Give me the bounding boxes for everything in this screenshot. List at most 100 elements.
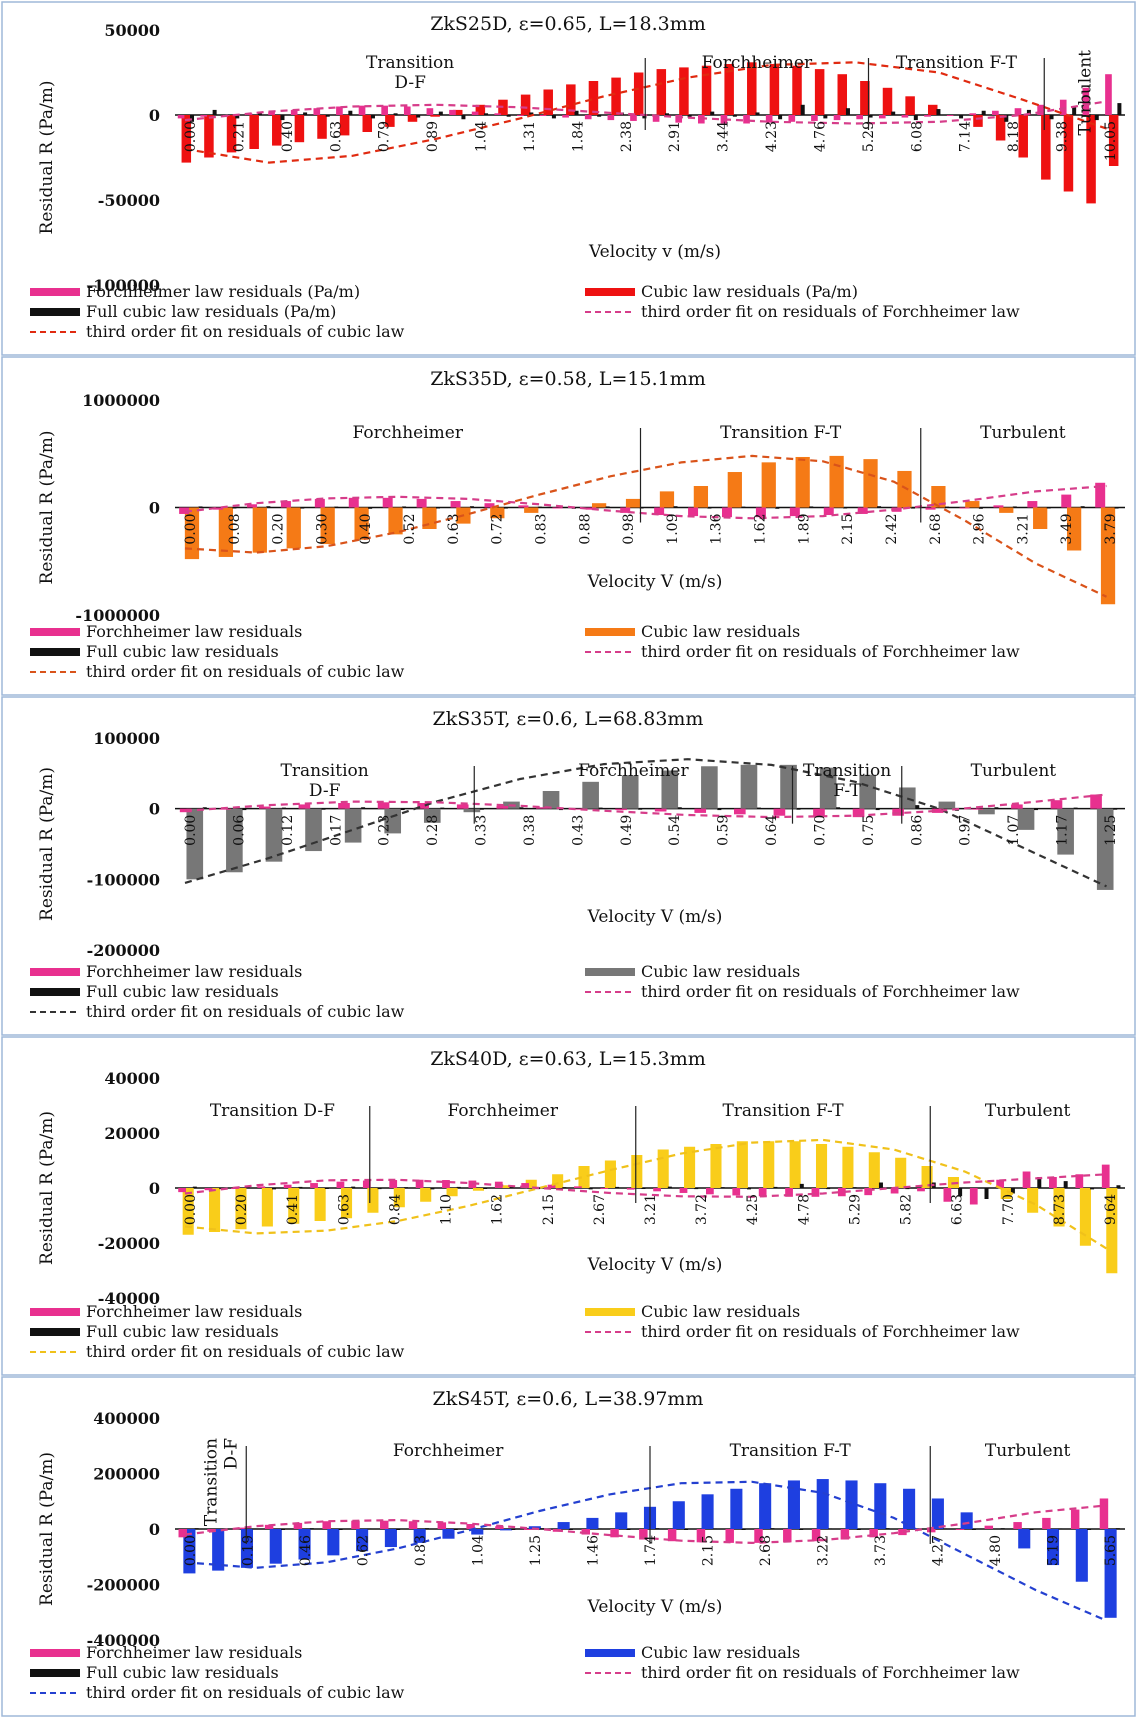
legend-label: Forchheimer law residuals (86, 1643, 302, 1662)
cubic-bar (1033, 507, 1048, 529)
legend-label: third order fit on residuals of Forchhei… (641, 302, 1020, 321)
full-cubic-bar (959, 115, 964, 119)
x-axis-label: Velocity V (m/s) (587, 572, 723, 592)
full-cubic-bar (741, 506, 746, 508)
x-tick-label: 4.76 (812, 121, 828, 152)
forchheimer-bar (1099, 1498, 1109, 1529)
panel-border (1, 356, 1136, 696)
y-tick-label: -200000 (87, 1576, 160, 1595)
cubic-bar (657, 1149, 669, 1188)
forchheimer-bar (426, 108, 434, 115)
full-cubic-bar (712, 1528, 717, 1530)
cubic-bar (965, 501, 980, 508)
full-cubic-bar (843, 507, 848, 509)
full-cubic-bar (800, 104, 805, 115)
cubic-bar (524, 507, 539, 513)
cubic-bar (226, 115, 237, 153)
x-tick-label: 1.62 (753, 514, 769, 545)
full-cubic-bar (190, 115, 195, 122)
legend-swatch (30, 1649, 80, 1657)
forchheimer-bar (1011, 804, 1023, 809)
full-cubic-bar (235, 115, 240, 119)
cubic-bar (1017, 808, 1035, 830)
region-label: Turbulent (980, 423, 1066, 443)
full-cubic-bar (479, 808, 484, 810)
full-cubic-bar (1063, 1181, 1068, 1188)
x-tick-label: 2.91 (667, 121, 683, 152)
cubic-bar (845, 1480, 858, 1529)
forchheimer-bar (620, 507, 631, 513)
forchheimer-bar (581, 1529, 591, 1535)
y-tick-label: -50000 (98, 191, 160, 210)
legend-swatch (30, 968, 80, 976)
cubic-bar (543, 89, 553, 115)
cubic-bar (792, 65, 802, 115)
fit-cubic-curve (184, 758, 1107, 888)
forchheimer-bar (878, 115, 886, 119)
x-tick-label: 2.15 (541, 1194, 557, 1225)
full-cubic-bar (568, 1529, 573, 1530)
forchheimer-bar (783, 1529, 792, 1543)
x-tick-label: 2.68 (928, 514, 944, 545)
legend-label: Cubic law residuals (641, 962, 800, 981)
region-label: Turbulent (985, 1441, 1071, 1461)
full-cubic-bar (677, 807, 682, 809)
x-tick-label: 0.75 (861, 815, 877, 846)
full-cubic-bar (588, 1188, 593, 1190)
x-tick-label: 0.20 (234, 1194, 250, 1225)
full-cubic-bar (717, 808, 722, 811)
cubic-bar (898, 787, 916, 809)
x-tick-label: 0.00 (183, 1194, 199, 1225)
forchheimer-bar (785, 1188, 793, 1197)
x-tick-label: 1.84 (570, 121, 586, 152)
legend-label: third order fit on residuals of Forchhei… (641, 982, 1020, 1001)
full-cubic-bar (823, 115, 828, 119)
legend-swatch (30, 648, 80, 656)
full-cubic-bar (303, 112, 308, 115)
full-cubic-bar (393, 113, 398, 115)
full-cubic-bar (809, 506, 814, 508)
full-cubic-bar (597, 1528, 602, 1530)
x-tick-label: 1.10 (439, 1194, 455, 1225)
region-label: Forchheimer (702, 53, 813, 73)
legend-label: Forchheimer law residuals (86, 622, 302, 641)
forchheimer-bar (1061, 494, 1072, 508)
forchheimer-bar (725, 1529, 734, 1543)
forchheimer-bar (268, 111, 275, 115)
y-tick-label: 0 (149, 106, 160, 125)
full-cubic-bar (799, 1529, 804, 1530)
forchheimer-bar (298, 804, 311, 809)
full-cubic-bar (212, 109, 217, 115)
full-cubic-bar (266, 506, 271, 508)
cubic-bar (1096, 808, 1114, 890)
full-cubic-bar (483, 1188, 488, 1189)
forchheimer-bar (694, 808, 707, 813)
cubic-bar (413, 1529, 426, 1543)
cubic-bar (860, 81, 870, 115)
x-tick-label: 0.59 (716, 815, 732, 846)
cubic-bar (921, 1166, 933, 1188)
x-tick-label: 0.00 (183, 514, 199, 545)
full-cubic-bar (799, 1183, 804, 1188)
cubic-bar (204, 115, 214, 158)
x-tick-label: 0.30 (314, 514, 330, 545)
region-label: Forchheimer (448, 1101, 559, 1121)
full-cubic-bar (1034, 808, 1039, 811)
panel-border (1, 1376, 1136, 1717)
forchheimer-bar (358, 105, 366, 115)
forchheimer-bar (314, 498, 325, 508)
full-cubic-bar (911, 507, 916, 509)
forchheimer-bar (547, 1184, 556, 1188)
x-tick-label: 7.70 (1001, 1194, 1017, 1225)
forchheimer-bar (667, 1529, 677, 1542)
forchheimer-bar (584, 115, 592, 120)
y-tick-label: -200000 (87, 941, 160, 960)
full-cubic-bar (1094, 115, 1099, 121)
forchheimer-bar (246, 504, 257, 508)
cubic-bar (384, 1529, 397, 1548)
x-tick-label: 0.06 (231, 815, 247, 846)
forchheimer-bar (408, 1521, 418, 1529)
x-tick-label: 0.49 (619, 815, 635, 846)
panel-border (1, 1036, 1136, 1376)
forchheimer-bar (1013, 1522, 1022, 1529)
